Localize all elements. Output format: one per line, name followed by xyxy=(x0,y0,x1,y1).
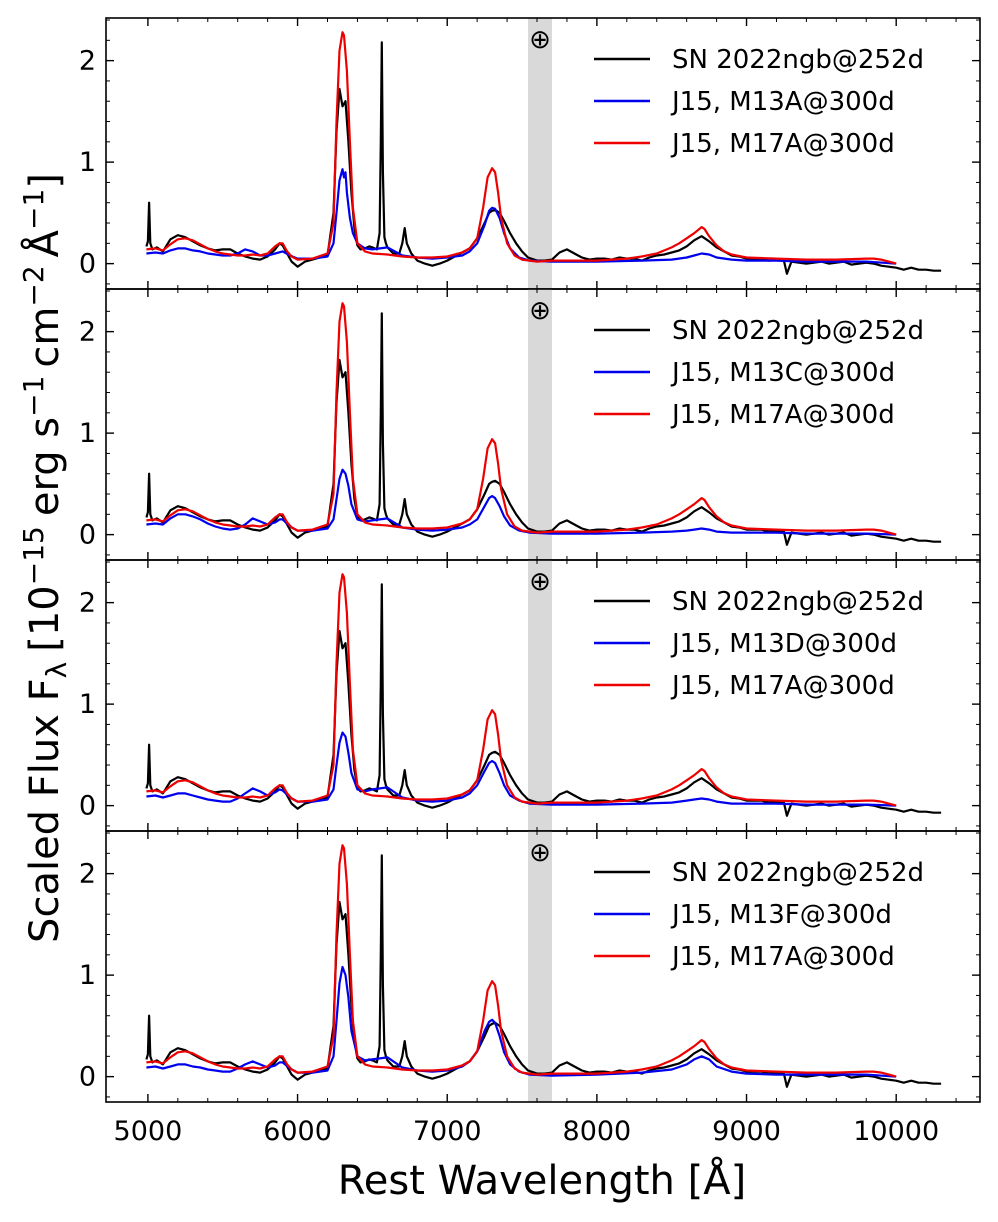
legend-label: J15, M17A@300d xyxy=(670,942,895,972)
y-axis-label-exp1: −15 xyxy=(17,526,50,585)
y-tick-label: 2 xyxy=(79,588,96,619)
telluric-band xyxy=(528,289,552,560)
x-tick-label: 10000 xyxy=(853,1116,939,1147)
x-tick-label: 9000 xyxy=(712,1116,781,1147)
legend-label: J15, M13D@300d xyxy=(670,629,897,659)
legend-label: SN 2022ngb@252d xyxy=(672,587,924,617)
y-tick-label: 1 xyxy=(79,147,96,178)
panel-4: ⊕ 0 1 2 SN 2022ngb@252d J15, M13F@300d J15, M1… xyxy=(79,830,981,1147)
y-axis-label-exp4: −1 xyxy=(17,189,50,230)
telluric-band xyxy=(528,18,552,289)
blue-model-line xyxy=(146,731,897,807)
legend-label: SN 2022ngb@252d xyxy=(672,858,924,888)
blue-model-line xyxy=(146,468,897,536)
panel-frame xyxy=(105,830,981,1103)
panel-3: ⊕ 0 1 2 SN 2022ngb@252d J15, M13D@300d J15, M1… xyxy=(79,559,981,832)
y-axis-label-erg: erg s xyxy=(22,417,68,516)
y-axis-label-sub: λ xyxy=(40,662,73,679)
x-tick-label: 8000 xyxy=(563,1116,632,1147)
y-tick-label: 1 xyxy=(79,418,96,449)
panel-2: ⊕ 0 1 2 SN 2022ngb@252d J15, M13C@300d J15, M1… xyxy=(79,288,981,561)
legend-label: J15, M13A@300d xyxy=(670,87,895,117)
y-tick-label: 1 xyxy=(79,960,96,991)
legend-label: J15, M17A@300d xyxy=(670,671,895,701)
red-model-line xyxy=(146,844,897,1078)
x-tick-label: 7000 xyxy=(413,1116,482,1147)
red-model-line xyxy=(146,573,897,807)
y-axis-label-prefix: Scaled Flux F xyxy=(22,678,68,943)
y-axis-label-exp2: −1 xyxy=(17,376,50,417)
telluric-symbol: ⊕ xyxy=(529,567,551,597)
x-axis-label: Rest Wavelength [Å] xyxy=(338,1156,746,1204)
y-axis-label-cm: cm xyxy=(22,307,68,368)
telluric-symbol: ⊕ xyxy=(529,838,551,868)
x-tick-label: 6000 xyxy=(263,1116,332,1147)
y-tick-label: 2 xyxy=(79,317,96,348)
blue-model-line xyxy=(146,965,897,1078)
legend-label: J15, M13F@300d xyxy=(670,900,892,930)
x-tick-label: 5000 xyxy=(114,1116,183,1147)
y-tick-label: 0 xyxy=(79,791,96,822)
y-tick-label: 0 xyxy=(79,249,96,280)
y-tick-label: 2 xyxy=(79,46,96,77)
panel-1: ⊕ 0 1 2 SN 2022ngb@252d J15, M13A@300d J15, M1… xyxy=(79,17,981,290)
y-axis-label: Scaled Flux Fλ[10−15erg s−1cm−2Å−1] xyxy=(17,173,73,943)
telluric-symbol: ⊕ xyxy=(529,296,551,326)
y-axis-label-ang: Å xyxy=(20,229,68,257)
legend-label: SN 2022ngb@252d xyxy=(672,45,924,75)
y-axis-label-units: [10 xyxy=(22,585,68,652)
telluric-band xyxy=(528,560,552,831)
telluric-symbol: ⊕ xyxy=(529,25,551,55)
legend-label: J15, M13C@300d xyxy=(670,358,895,388)
y-axis-label-close: ] xyxy=(22,173,68,189)
y-tick-label: 1 xyxy=(79,689,96,720)
y-tick-label: 0 xyxy=(79,520,96,551)
y-tick-label: 2 xyxy=(79,859,96,890)
y-tick-label: 0 xyxy=(79,1062,96,1093)
y-axis-label-exp3: −2 xyxy=(17,265,50,306)
legend-label: SN 2022ngb@252d xyxy=(672,316,924,346)
red-model-line xyxy=(146,302,897,536)
red-model-line xyxy=(146,31,897,265)
legend-label: J15, M17A@300d xyxy=(670,400,895,430)
legend-label: J15, M17A@300d xyxy=(670,129,895,159)
telluric-band xyxy=(528,831,552,1102)
